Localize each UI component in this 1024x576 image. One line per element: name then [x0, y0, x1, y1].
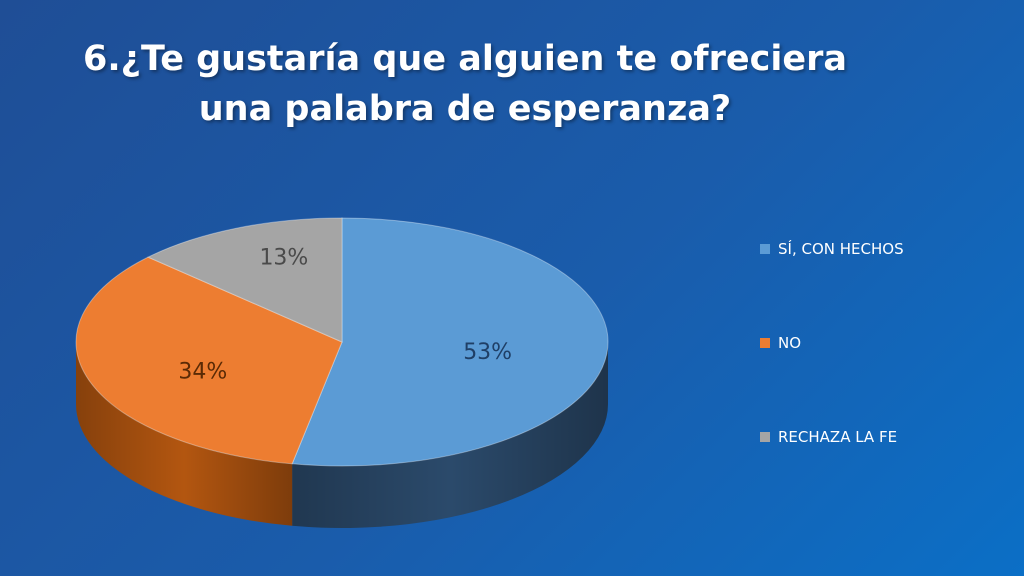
legend-item-si-con-hechos: SÍ, CON HECHOS — [760, 240, 904, 258]
legend-swatch-si-con-hechos — [760, 244, 770, 254]
data-label-si-con-hechos: 53% — [463, 340, 512, 365]
pie-side-shade-si-con-hechos — [292, 342, 608, 528]
legend-label-si-con-hechos: SÍ, CON HECHOS — [778, 240, 904, 258]
pie-side-shade-no — [76, 342, 293, 526]
legend-item-rechaza-la-fe: RECHAZA LA FE — [760, 428, 897, 446]
data-label-no: 34% — [178, 360, 227, 385]
legend-swatch-no — [760, 338, 770, 348]
chart-title: 6.¿Te gustaría que alguien te ofreciera … — [0, 34, 930, 134]
data-label-rechaza-la-fe: 13% — [259, 246, 308, 271]
legend-label-no: NO — [778, 334, 802, 352]
title-line-2: una palabra de esperanza? — [198, 89, 732, 129]
pie-slice-si-con-hechos — [291, 217, 609, 467]
legend-label-rechaza-la-fe: RECHAZA LA FE — [778, 428, 898, 446]
pie-tops — [75, 217, 609, 467]
pie-labels: 53% 34% 13% — [178, 246, 512, 385]
pie-sides — [76, 342, 608, 528]
title-line-1: 6.¿Te gustaría que alguien te ofreciera — [83, 39, 847, 79]
legend-swatch-rechaza-la-fe — [760, 432, 770, 442]
pie-slice-rechaza-la-fe — [146, 217, 343, 343]
pie-slice-no — [75, 256, 343, 465]
legend-item-no: NO — [760, 334, 801, 352]
